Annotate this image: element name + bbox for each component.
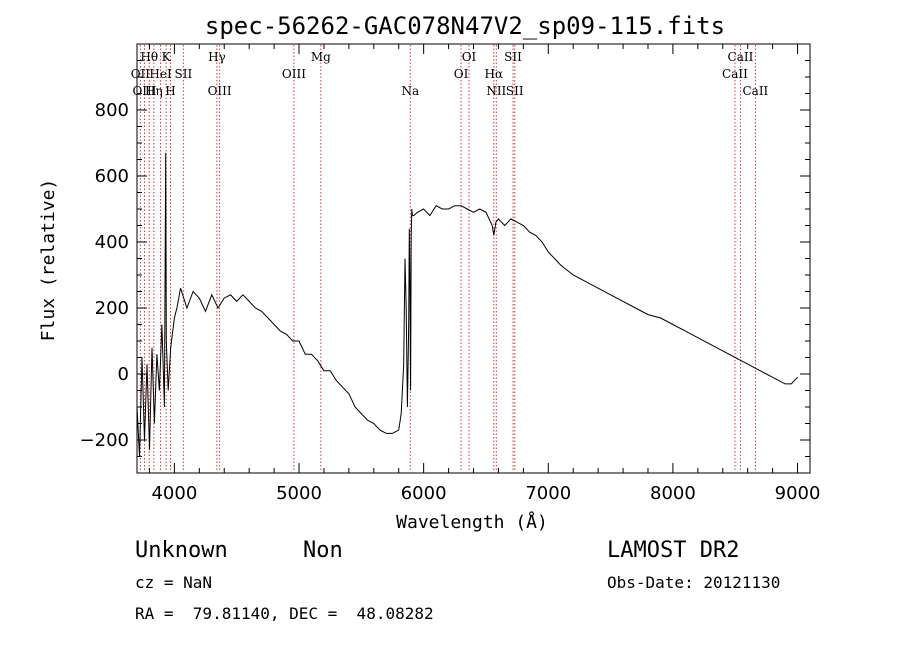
line-marker-label-15: Hη	[145, 84, 163, 98]
x-tick-label: 4000	[151, 483, 197, 504]
line-marker-label-9: SII	[175, 67, 193, 81]
x-tick-label: 5000	[276, 483, 322, 504]
x-axis: 4000 5000 6000 7000 8000 9000	[148, 44, 821, 504]
y-tick-label: 600	[95, 166, 129, 187]
plot-frame	[136, 43, 811, 474]
x-tick-label: 6000	[401, 483, 447, 504]
line-marker-label-18: Na	[401, 84, 419, 98]
observation-date: Obs-Date: 20121130	[607, 573, 781, 592]
spectrum-line	[136, 152, 798, 457]
line-marker-label-4: OI	[462, 50, 477, 64]
object-subclass: Non	[303, 538, 343, 563]
line-marker-label-11: OI	[454, 67, 469, 81]
redshift-readout: cz = NaN	[135, 573, 213, 592]
line-marker-label-7: OII	[131, 67, 151, 81]
spectrum-series	[136, 152, 798, 457]
line-marker-label-6: CaII	[728, 50, 754, 64]
y-tick-label: 200	[95, 298, 129, 319]
y-axis: −200 0 200 400 600 800	[80, 43, 810, 474]
y-tick-label: 0	[118, 364, 129, 385]
line-marker-label-12: Hα	[485, 67, 504, 81]
line-marker-label-2: Hγ	[208, 50, 226, 64]
x-tick-label: 8000	[650, 483, 696, 504]
line-marker-label-14: OIII	[132, 84, 156, 98]
line-marker-label-3: Mg	[311, 50, 331, 64]
line-marker-label-0: Hθ	[140, 50, 158, 64]
line-marker-label-21: CaII	[742, 84, 768, 98]
coordinates-readout: RA = 79.81140, DEC = 48.08282	[135, 604, 434, 623]
y-tick-label: −200	[80, 430, 129, 451]
line-marker-label-8: HeI	[149, 67, 172, 81]
line-marker-label-17: OIII	[208, 84, 232, 98]
line-marker-label-5: SII	[504, 50, 522, 64]
line-marker-label-10: OIII	[282, 67, 306, 81]
x-tick-label: 7000	[525, 483, 571, 504]
line-marker-group	[139, 45, 756, 472]
spectrum-chart: spec-56262-GAC078N47V2_sp09-115.fits Hθ K…	[38, 12, 821, 533]
chart-title: spec-56262-GAC078N47V2_sp09-115.fits	[205, 12, 725, 40]
y-axis-label: Flux (relative)	[38, 179, 59, 342]
y-tick-label: 400	[95, 232, 129, 253]
x-axis-label: Wavelength (Å)	[396, 511, 548, 533]
line-marker-label-19: NII	[486, 84, 506, 98]
line-marker-label-20: SII	[506, 84, 524, 98]
x-tick-label: 9000	[775, 483, 821, 504]
survey-name: LAMOST DR2	[607, 538, 740, 563]
line-marker-label-13: CaII	[722, 67, 748, 81]
object-class: Unknown	[135, 538, 228, 563]
line-marker-label-16: H	[165, 84, 175, 98]
line-marker-label-1: K	[162, 50, 172, 64]
y-tick-label: 800	[95, 100, 129, 121]
